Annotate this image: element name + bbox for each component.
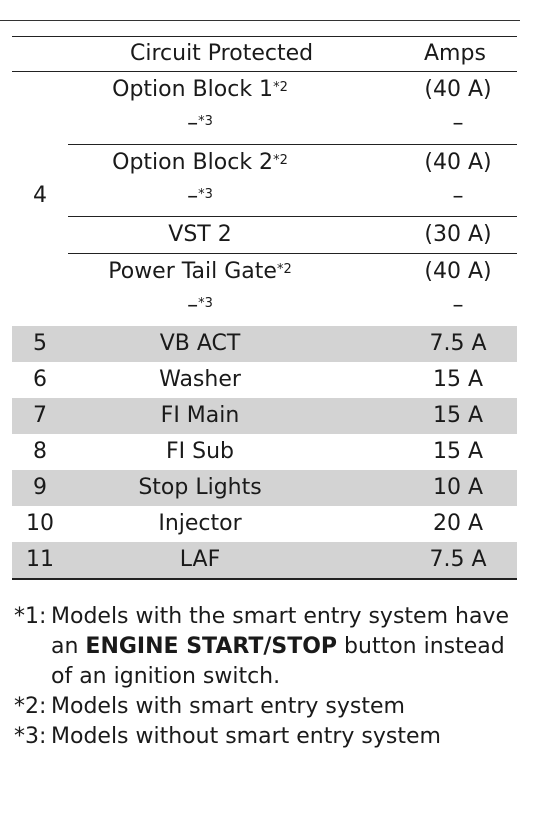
footnote-key: *3:	[14, 724, 47, 749]
circuit-cell: –*3	[187, 184, 213, 209]
group-subrow: Option Block 2*2 (40 A) –*3 –	[68, 145, 517, 217]
table-row: 7 FI Main 15 A	[12, 398, 517, 434]
fuse-table: Circuit Protected Amps 4 Option Block 1*…	[12, 36, 517, 580]
subrow-line: Power Tail Gate*2 (40 A)	[68, 257, 517, 287]
fuse-number: 9	[33, 475, 47, 500]
circuit-cell: VST 2	[168, 222, 232, 247]
fuse-number: 6	[33, 367, 47, 392]
amps-cell: –	[452, 184, 464, 209]
fuse-number: 5	[33, 331, 47, 356]
subrow-line: –*3 –	[68, 109, 517, 139]
fuse-number: 10	[26, 511, 54, 536]
fuse-number: 8	[33, 439, 47, 464]
table-row: 11 LAF 7.5 A	[12, 542, 517, 578]
fuse-number: 4	[33, 183, 47, 208]
circuit-cell: –*3	[187, 111, 213, 136]
table-row: 10 Injector 20 A	[12, 506, 517, 542]
footnote: *1: Models with the smart entry system h…	[14, 602, 524, 692]
footnote-text: Models with the smart entry system have …	[51, 604, 509, 689]
footnotes: *1: Models with the smart entry system h…	[14, 602, 524, 752]
table-row: 8 FI Sub 15 A	[12, 434, 517, 470]
amps-cell: (30 A)	[424, 222, 492, 247]
circuit-cell: Injector	[158, 511, 242, 536]
footnote-text: Models without smart entry system	[51, 724, 441, 749]
amps-cell: 15 A	[432, 367, 484, 392]
table-row: 5 VB ACT 7.5 A	[12, 326, 517, 362]
circuit-cell: Option Block 1*2	[112, 77, 288, 102]
header-amps: Amps	[424, 41, 486, 66]
group-subrow: VST 2 (30 A)	[68, 217, 517, 254]
subrow-line: Option Block 2*2 (40 A)	[68, 148, 517, 178]
circuit-cell: Power Tail Gate*2	[108, 259, 292, 284]
table-bottom-rule	[12, 578, 517, 580]
group-subrow: Option Block 1*2 (40 A) –*3 –	[68, 72, 517, 145]
header-circuit: Circuit Protected	[130, 41, 314, 66]
circuit-cell: LAF	[179, 547, 221, 572]
circuit-cell: Stop Lights	[138, 475, 262, 500]
subrow-line: –*3 –	[68, 291, 517, 321]
amps-cell: (40 A)	[424, 259, 492, 284]
fuse-group-4: 4 Option Block 1*2 (40 A) –*3 – Option B…	[12, 72, 517, 326]
table-header: Circuit Protected Amps	[12, 36, 517, 72]
footnote: *3: Models without smart entry system	[14, 722, 524, 752]
amps-cell: 7.5 A	[429, 331, 487, 356]
amps-cell: 15 A	[432, 439, 484, 464]
circuit-cell: FI Sub	[165, 439, 234, 464]
amps-cell: (40 A)	[424, 150, 492, 175]
amps-cell: 10 A	[432, 475, 484, 500]
fuse-number: 11	[26, 547, 54, 572]
amps-cell: 15 A	[432, 403, 484, 428]
circuit-cell: VB ACT	[159, 331, 241, 356]
top-rule	[0, 20, 520, 21]
footnote-key: *2:	[14, 694, 47, 719]
group-subrow: Power Tail Gate*2 (40 A) –*3 –	[68, 254, 517, 326]
subrow-line: –*3 –	[68, 182, 517, 212]
circuit-cell: FI Main	[160, 403, 240, 428]
amps-cell: (40 A)	[424, 77, 492, 102]
subrow-line: Option Block 1*2 (40 A)	[68, 75, 517, 105]
circuit-cell: –*3	[187, 293, 213, 318]
subrow-line: VST 2 (30 A)	[68, 220, 517, 250]
fuse-number: 7	[33, 403, 47, 428]
circuit-cell: Option Block 2*2	[112, 150, 288, 175]
amps-cell: –	[452, 293, 464, 318]
footnote-key: *1:	[14, 604, 47, 629]
table-row: 9 Stop Lights 10 A	[12, 470, 517, 506]
table-row: 6 Washer 15 A	[12, 362, 517, 398]
amps-cell: –	[452, 111, 464, 136]
footnote: *2: Models with smart entry system	[14, 692, 524, 722]
amps-cell: 7.5 A	[429, 547, 487, 572]
amps-cell: 20 A	[432, 511, 484, 536]
circuit-cell: Washer	[159, 367, 241, 392]
footnote-text: Models with smart entry system	[51, 694, 405, 719]
